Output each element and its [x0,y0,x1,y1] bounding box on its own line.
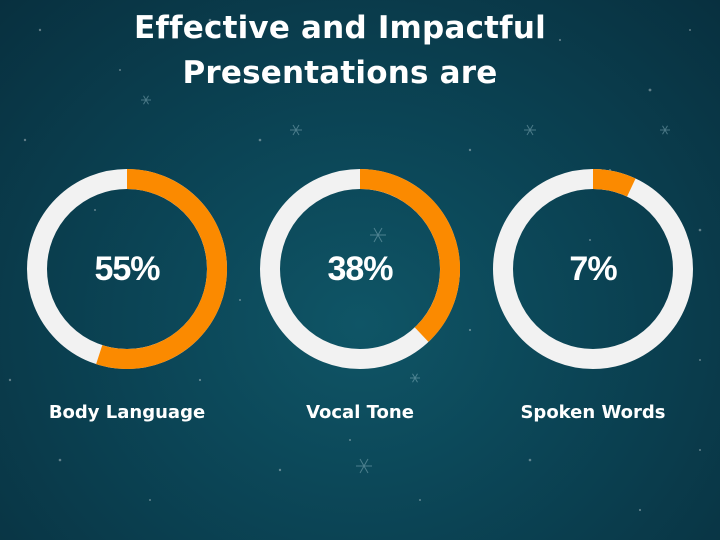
donut-arc-body-language [96,169,227,369]
category-label-body-language: Body Language [48,402,206,423]
donut-arc-spoken-words [592,169,636,197]
donut-chart-spoken-words: 7% [493,169,693,369]
category-label-spoken-words: Spoken Words [520,402,666,423]
category-label-vocal-tone: Vocal Tone [306,402,414,423]
title-line-2: Presentations are [182,55,498,91]
donut-arc-vocal-tone [359,169,460,342]
donut-chart-body-language: 55% [27,169,227,369]
percent-label-body-language: 55% [94,250,160,288]
percent-label-spoken-words: 7% [569,250,617,288]
title-line-1: Effective and Impactful [134,10,546,46]
slide-title: Effective and Impactful Presentations ar… [60,6,620,96]
donut-chart-vocal-tone: 38% [260,169,460,369]
percent-label-vocal-tone: 38% [327,250,393,288]
